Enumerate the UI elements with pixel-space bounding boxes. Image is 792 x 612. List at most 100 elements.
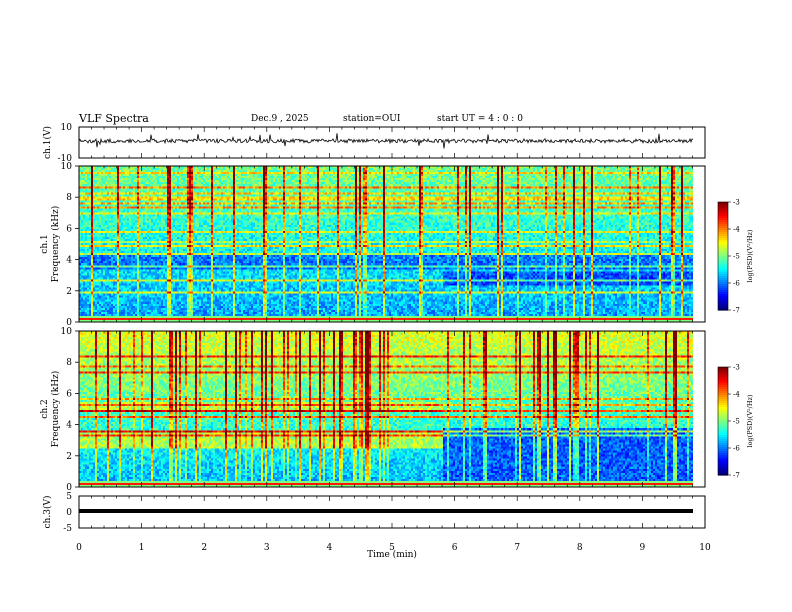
colorbar-segment: [718, 242, 728, 245]
colorbar-segment: [718, 202, 728, 205]
ch3-y-tick-label: -5: [63, 524, 72, 534]
colorbar-segment: [718, 276, 728, 279]
colorbar-segment: [718, 304, 728, 307]
colorbar-segment: [718, 407, 728, 410]
ch3-y-tick-label: 5: [66, 492, 72, 502]
ch1-y-tick-label: 6: [66, 224, 72, 234]
colorbar-segment: [718, 232, 728, 235]
ch1-y-tick-label: 4: [66, 256, 72, 266]
ch1-spectrogram-axes: [78, 165, 706, 323]
colorbar-segment: [718, 441, 728, 444]
colorbar-segment: [718, 234, 728, 237]
colorbar-segment: [718, 270, 728, 273]
colorbar-segment: [718, 254, 728, 257]
x-tick-label: 3: [264, 543, 270, 553]
colorbar-segment: [718, 389, 728, 392]
ch2-colorbar: -3 -4 -5 -6 -7 log(PSD)(V²/Hz): [717, 364, 754, 480]
x-tick-label: 2: [201, 543, 207, 553]
colorbar-segment: [718, 393, 728, 396]
colorbar-segment: [718, 435, 728, 438]
colorbar-segment: [718, 274, 728, 277]
colorbar-segment: [718, 419, 728, 422]
start-time-label: start UT = 4 : 0 : 0: [437, 114, 523, 124]
colorbar-segment: [718, 238, 728, 241]
colorbar-tick-label: -7: [733, 307, 740, 315]
colorbar-segment: [718, 447, 728, 450]
colorbar-segment: [718, 214, 728, 217]
colorbar-segment: [718, 445, 728, 448]
colorbar-label: log(PSD)(V²/Hz): [746, 229, 754, 282]
colorbar-segment: [718, 290, 728, 293]
colorbar-segment: [718, 282, 728, 285]
colorbar-segment: [718, 308, 728, 311]
ch1-ylabel-channel: ch.1: [40, 234, 50, 253]
ch2-y-tick-label: 0: [66, 483, 72, 493]
colorbar-segment: [718, 240, 728, 243]
colorbar-segment: [718, 403, 728, 406]
colorbar-segment: [718, 471, 728, 474]
colorbar-tick-label: -4: [733, 391, 740, 399]
colorbar-segment: [718, 425, 728, 428]
ch1-y-tick-label: 8: [66, 193, 72, 203]
x-axis-label: Time (min): [367, 549, 417, 560]
colorbar-segment: [718, 423, 728, 426]
date-label: Dec.9 , 2025: [251, 114, 309, 124]
colorbar-segment: [718, 252, 728, 255]
colorbar-tick-label: -5: [733, 418, 740, 426]
colorbar-segment: [718, 218, 728, 221]
ch3-ylabel: ch.3(V): [42, 496, 53, 529]
colorbar-segment: [718, 224, 728, 227]
colorbar-label: log(PSD)(V²/Hz): [746, 394, 754, 447]
ch2-y-tick-label: 8: [66, 358, 72, 368]
colorbar-segment: [718, 210, 728, 213]
colorbar-segment: [718, 391, 728, 394]
colorbar-segment: [718, 222, 728, 225]
colorbar-tick-label: -7: [733, 472, 740, 480]
colorbar-segment: [718, 401, 728, 404]
colorbar-segment: [718, 264, 728, 267]
colorbar-segment: [718, 439, 728, 442]
colorbar-tick-label: -6: [733, 280, 740, 288]
x-tick-label: 0: [76, 543, 82, 553]
colorbar-segment: [718, 236, 728, 239]
colorbar-segment: [718, 206, 728, 209]
colorbar-segment: [718, 385, 728, 388]
colorbar-segment: [718, 405, 728, 408]
colorbar-segment: [718, 260, 728, 263]
colorbar-segment: [718, 256, 728, 259]
colorbar-segment: [718, 248, 728, 251]
colorbar-segment: [718, 381, 728, 384]
colorbar-segment: [718, 469, 728, 472]
colorbar-segment: [718, 379, 728, 382]
colorbar-segment: [718, 220, 728, 223]
colorbar-tick-label: -6: [733, 445, 740, 453]
colorbar-segment: [718, 413, 728, 416]
colorbar-segment: [718, 437, 728, 440]
colorbar-segment: [718, 421, 728, 424]
ch2-y-tick-label: 4: [66, 421, 72, 431]
ch1-wave-y-tick-label: -10: [58, 154, 73, 164]
colorbar-segment: [718, 286, 728, 289]
colorbar-segment: [718, 449, 728, 452]
x-tick-label: 1: [139, 543, 145, 553]
figure-title: VLF Spectra: [79, 112, 149, 125]
colorbar-segment: [718, 411, 728, 414]
ch1-y-tick-label: 0: [66, 318, 72, 328]
ch3-y-tick-label: 0: [66, 508, 72, 518]
ch2-y-tick-label: 2: [66, 452, 72, 462]
ch2-spectrogram-axes: [78, 330, 706, 488]
colorbar-segment: [718, 415, 728, 418]
colorbar-segment: [718, 417, 728, 420]
colorbar-tick-label: -3: [733, 364, 740, 372]
ch1-colorbar: -3 -4 -5 -6 -7 log(PSD)(V²/Hz): [717, 199, 754, 315]
colorbar-segment: [718, 465, 728, 468]
colorbar-segment: [718, 272, 728, 275]
colorbar-segment: [718, 431, 728, 434]
colorbar-segment: [718, 397, 728, 400]
ch1-y-tick-label: 2: [66, 287, 72, 297]
colorbar-segment: [718, 294, 728, 297]
colorbar-segment: [718, 377, 728, 380]
colorbar-segment: [718, 399, 728, 402]
colorbar-segment: [718, 473, 728, 476]
colorbar-segment: [718, 395, 728, 398]
